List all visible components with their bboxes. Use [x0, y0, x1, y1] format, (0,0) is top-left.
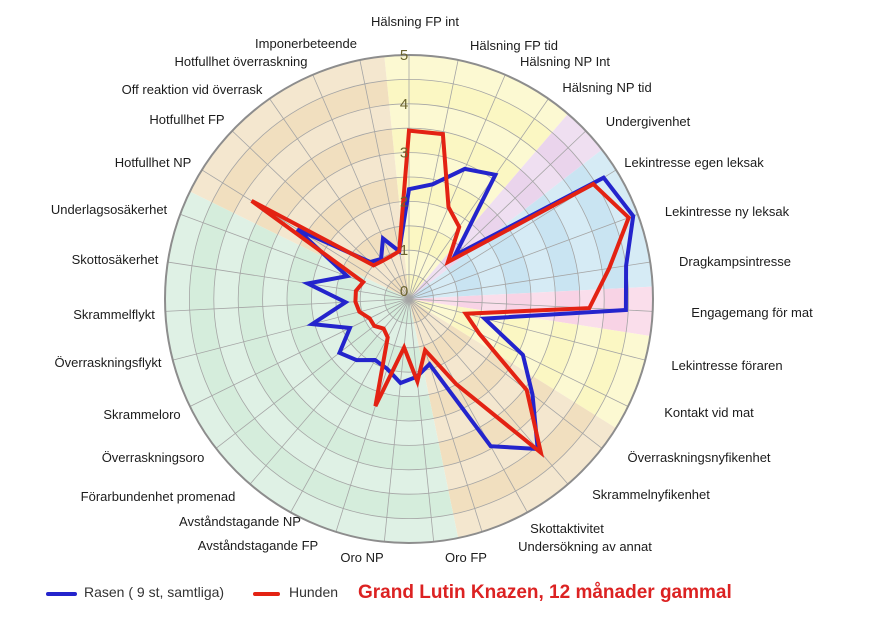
- axis-spoke: [359, 59, 410, 300]
- axis-label: Förarbundenhet promenad: [80, 489, 236, 504]
- sector-wedge: [409, 299, 651, 429]
- axis-label: Skrammelnyfikenhet: [592, 487, 710, 502]
- axis-spoke: [408, 74, 506, 300]
- axis-spoke: [408, 130, 587, 300]
- axis-spoke: [167, 261, 410, 300]
- scale-tick-label: 3: [400, 145, 408, 162]
- axis-label: Hälsning NP Int: [519, 54, 611, 69]
- scale-tick-label: 1: [400, 242, 408, 259]
- axis-spoke: [408, 59, 459, 300]
- axis-label: Engagemang för mat: [691, 305, 813, 320]
- scale-tick-label: 4: [400, 96, 408, 113]
- axis-spoke: [335, 298, 410, 532]
- axis-label: Avståndstagande NP: [179, 514, 301, 529]
- scale-tick-label: 5: [400, 47, 408, 64]
- rasen-legend-label: Rasen ( 9 st, samtliga): [84, 584, 225, 600]
- axis-spoke: [408, 298, 528, 513]
- axis-spoke: [408, 298, 646, 361]
- axis-label: Hälsning NP tid: [562, 80, 652, 95]
- axis-label: Kontakt vid mat: [664, 405, 754, 420]
- hunden-legend-label: Hunden: [289, 584, 339, 600]
- axis-label: Lekintresse ny leksak: [664, 204, 790, 219]
- axis-label: Hälsning FP int: [371, 14, 459, 29]
- axis-label: Underlagsosäkerhet: [50, 202, 168, 217]
- axis-spoke: [408, 298, 435, 542]
- axis-spoke: [312, 74, 410, 300]
- axis-label: Imponerbeteende: [255, 36, 357, 51]
- axis-label: Skottaktivitet: [530, 521, 604, 536]
- axis-spoke: [231, 130, 410, 300]
- axis-label: Skrammelflykt: [73, 307, 155, 322]
- axis-spoke: [408, 298, 603, 449]
- axis-spoke: [165, 298, 410, 312]
- sector-wedge: [384, 55, 568, 300]
- axis-spoke: [180, 213, 410, 300]
- rasen-series-swatch: [46, 592, 77, 596]
- axis-spoke: [383, 298, 410, 542]
- axis-label: Lekintresse egen leksak: [624, 155, 764, 170]
- outer-ring: [164, 54, 654, 544]
- sector-wedge: [165, 191, 459, 543]
- axis-label: Off reaktion vid överrask: [121, 82, 263, 97]
- axis-label: Oro NP: [340, 550, 384, 565]
- axis-label: Undersökning av annat: [518, 539, 652, 554]
- scale-tick-label: 2: [400, 193, 408, 210]
- axis-spoke: [269, 98, 410, 300]
- axis-spoke: [290, 298, 410, 513]
- axis-label: Oro FP: [445, 550, 487, 565]
- axis-spoke: [189, 298, 410, 407]
- chart-title: Grand Lutin Knazen, 12 månader gammal: [358, 582, 732, 603]
- axis-label: Hotfullhet FP: [149, 112, 225, 127]
- axis-label: Hälsning FP tid: [470, 38, 558, 53]
- axis-spoke: [408, 98, 549, 300]
- axis-spoke: [408, 298, 483, 532]
- hunden-series-line: [250, 128, 632, 458]
- axis-label: Överraskningsnyfikenhet: [627, 450, 771, 465]
- axis-label: Hotfullhet NP: [114, 155, 192, 170]
- rasen-series-line: [295, 166, 636, 452]
- axis-label: Överraskningsflykt: [54, 355, 162, 370]
- axis-label: Dragkampsintresse: [679, 254, 791, 269]
- axis-label: Överraskningsoro: [101, 450, 205, 465]
- axis-label: Lekintresse föraren: [671, 358, 783, 373]
- axis-label: Skottosäkerhet: [71, 252, 159, 267]
- hunden-series-swatch: [253, 592, 280, 596]
- axis-label: Hotfullhet överraskning: [174, 54, 308, 69]
- scale-tick-label: 0: [400, 283, 408, 300]
- axis-label: Avståndstagande FP: [197, 538, 319, 553]
- axis-spoke: [408, 213, 638, 300]
- axis-spoke: [172, 298, 410, 361]
- axis-label: Skrammeloro: [103, 407, 181, 422]
- axis-spoke: [215, 298, 410, 449]
- sector-wedge: [189, 56, 409, 299]
- axis-label: Undergivenhet: [605, 114, 691, 129]
- chart-legend: Rasen ( 9 st, samtliga) Hunden Grand Lut…: [0, 582, 890, 612]
